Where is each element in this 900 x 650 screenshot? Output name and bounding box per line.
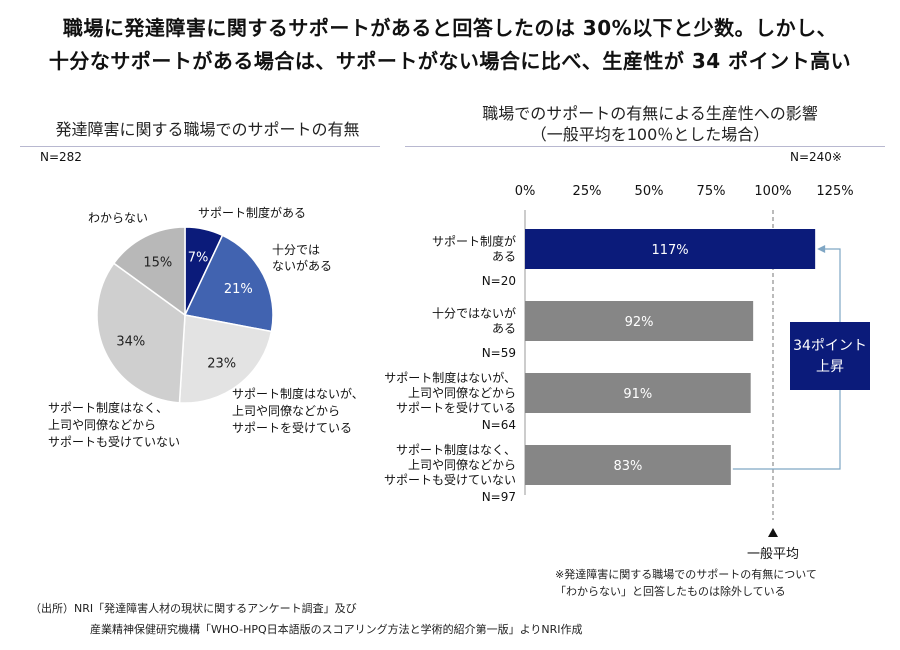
pie-outer-label: 十分ではないがある bbox=[272, 243, 332, 273]
pie-value-label: 23% bbox=[207, 356, 236, 371]
bar-category-label: 十分ではないがある bbox=[432, 306, 516, 336]
pie-value-label: 21% bbox=[224, 282, 253, 297]
pie-sample-size: N=282 bbox=[40, 150, 82, 164]
bar bbox=[525, 301, 754, 341]
pie-slice bbox=[178, 314, 273, 404]
pie-slice bbox=[183, 234, 274, 333]
bar-category-label: サポート制度はなく、上司や同僚などからサポートも受けていない bbox=[384, 442, 516, 487]
bar-tick-label: 125% bbox=[816, 184, 853, 199]
bar bbox=[525, 445, 731, 485]
bar-tick-label: 0% bbox=[515, 184, 536, 199]
pie-value-label: 15% bbox=[143, 256, 172, 271]
bar-title-rule bbox=[405, 146, 885, 147]
bar-chart-subtitle: （一般平均を100％とした場合） bbox=[530, 125, 770, 144]
annotation-text: 34ポイント bbox=[793, 338, 867, 354]
pie-slice bbox=[112, 226, 186, 317]
footnote-line-2: 「わからない」と回答したものは除外している bbox=[555, 585, 786, 598]
bar-n-label: N=59 bbox=[482, 346, 516, 360]
bar bbox=[525, 373, 751, 413]
bar-tick-label: 100% bbox=[754, 184, 791, 199]
pie-chart-title: 発達障害に関する職場でのサポートの有無 bbox=[55, 120, 360, 139]
bar-chart-title: 職場でのサポートの有無による生産性への影響 bbox=[482, 104, 818, 123]
pie-title-rule bbox=[20, 146, 380, 147]
bar-value-label: 91% bbox=[623, 387, 652, 402]
bar-category-label: サポート制度がある bbox=[432, 234, 516, 264]
reference-line-label: 一般平均 bbox=[747, 546, 799, 562]
bar-n-label: N=97 bbox=[482, 490, 516, 504]
pie-outer-label: わからない bbox=[88, 211, 148, 225]
bar-value-label: 117% bbox=[651, 243, 688, 258]
annotation-box bbox=[790, 322, 870, 390]
reference-arrow-icon bbox=[768, 528, 778, 537]
source-line-1: （出所）NRI「発達障害人材の現状に関するアンケート調査」及び bbox=[30, 602, 357, 615]
pie-value-label: 7% bbox=[188, 251, 209, 266]
bar-chart: 0% 25% 50% 75% 100% 125% 一般平均 117% 92% 91% 83% サ… bbox=[384, 184, 870, 562]
pie-outer-label: サポート制度はなく、上司や同僚などからサポートも受けていない bbox=[48, 400, 180, 449]
bar bbox=[525, 229, 816, 269]
bar-sample-size: N=240※ bbox=[790, 150, 842, 164]
bar-value-label: 83% bbox=[613, 459, 642, 474]
headline-line-2: 十分なサポートがある場合は、サポートがない場合に比べ、生産性が 34 ポイント高… bbox=[48, 49, 852, 73]
bar-tick-label: 25% bbox=[573, 184, 602, 199]
annotation-arrow-icon bbox=[817, 245, 826, 253]
pie-value-label: 34% bbox=[116, 334, 145, 349]
pie-outer-label: サポート制度がある bbox=[198, 205, 306, 220]
bar-category-label: サポート制度はないが、上司や同僚などからサポートを受けている bbox=[384, 370, 516, 415]
bar-n-label: N=64 bbox=[482, 418, 516, 432]
source-line-2: 産業精神保健研究機構「WHO-HPQ日本語版のスコアリング方法と学術的紹介第一版… bbox=[90, 623, 583, 636]
bar-tick-label: 75% bbox=[697, 184, 726, 199]
annotation-text: 上昇 bbox=[816, 359, 844, 375]
bar-n-label: N=20 bbox=[482, 274, 516, 288]
bar-value-label: 92% bbox=[625, 315, 654, 330]
footnote-line-1: ※発達障害に関する職場でのサポートの有無について bbox=[555, 568, 817, 581]
pie-slice bbox=[96, 262, 186, 404]
pie-chart: 7% 21% 23% 34% 15% サポート制度がある十分ではないがあるサポート制度は… bbox=[48, 205, 364, 449]
pie-outer-label: サポート制度はないが、上司や同僚などからサポートを受けている bbox=[232, 386, 364, 435]
headline-line-1: 職場に発達障害に関するサポートがあると回答したのは 30%以下と少数。しかし、 bbox=[62, 16, 838, 40]
bar-tick-label: 50% bbox=[635, 184, 664, 199]
